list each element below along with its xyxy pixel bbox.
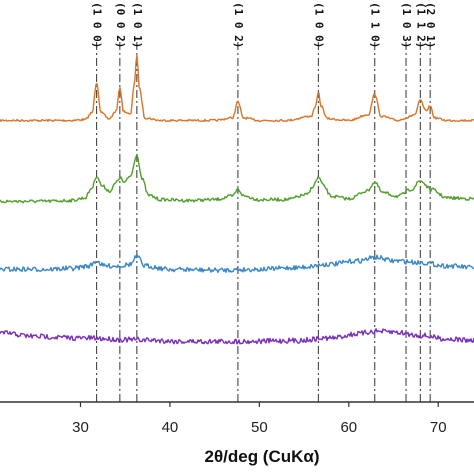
- peak-labels: (1 0 0) (0 0 2) (1 0 1) (1 0 2) (1 0 0) (1 1 …: [91, 2, 438, 48]
- peak-label-8: (2 0 1): [424, 2, 437, 48]
- series-line-0: [0, 54, 474, 123]
- peak-label-7: (1 1 2): [414, 2, 427, 48]
- reference-lines: [96, 42, 431, 402]
- peak-label-5: (1 1 0): [369, 2, 382, 48]
- peak-label-4: (1 0 0): [312, 2, 325, 48]
- peak-label-6: (1 0 3): [400, 2, 413, 48]
- x-tick-label-2: 50: [251, 419, 268, 436]
- series-layer: [0, 54, 474, 345]
- x-tick-label-4: 70: [430, 419, 447, 436]
- x-axis-title: 2θ/deg (CuKα): [204, 447, 319, 466]
- peak-label-1: (0 0 2): [114, 2, 127, 48]
- x-tick-label-0: 30: [72, 419, 89, 436]
- x-tick-label-3: 60: [340, 419, 357, 436]
- x-ticks: 30 40 50 60 70: [72, 402, 447, 436]
- x-tick-label-1: 40: [162, 419, 179, 436]
- peak-label-0: (1 0 0): [91, 2, 104, 48]
- series-line-2: [0, 253, 474, 274]
- peak-label-2: (1 0 1): [131, 2, 144, 48]
- series-line-3: [0, 328, 474, 345]
- peak-label-3: (1 0 2): [232, 2, 245, 48]
- series-line-1: [0, 153, 474, 204]
